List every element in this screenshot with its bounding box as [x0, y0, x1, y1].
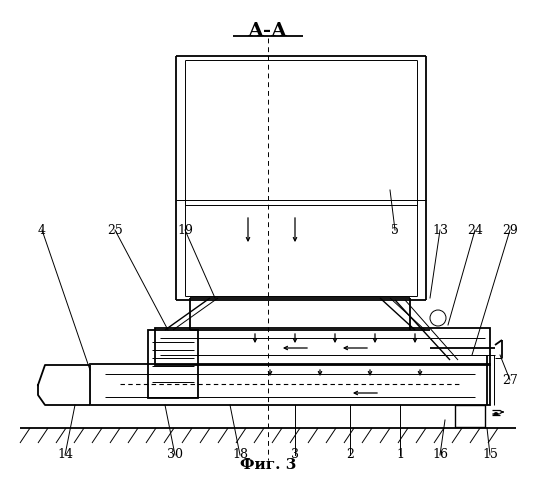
Text: 30: 30	[167, 449, 183, 462]
Text: 24: 24	[467, 224, 483, 237]
Text: 25: 25	[107, 224, 123, 237]
Text: А-А: А-А	[248, 22, 288, 40]
Bar	[455, 405, 485, 427]
Polygon shape	[38, 365, 90, 405]
Text: 13: 13	[432, 224, 448, 237]
Text: 5: 5	[391, 224, 399, 237]
Text: 14: 14	[57, 449, 73, 462]
Text: 3: 3	[291, 449, 299, 462]
Text: 4: 4	[38, 224, 46, 237]
Text: 19: 19	[177, 224, 193, 237]
Text: 29: 29	[502, 224, 518, 237]
Text: 15: 15	[482, 449, 498, 462]
Bar	[148, 330, 198, 398]
Bar	[42, 374, 72, 396]
Text: 16: 16	[432, 449, 448, 462]
Text: 1: 1	[396, 449, 404, 462]
Text: 2: 2	[346, 449, 354, 462]
Text: 18: 18	[232, 449, 248, 462]
Bar	[90, 364, 490, 405]
Bar	[155, 328, 490, 365]
Text: 27: 27	[502, 373, 518, 387]
Text: Фиг. 3: Фиг. 3	[240, 458, 296, 472]
